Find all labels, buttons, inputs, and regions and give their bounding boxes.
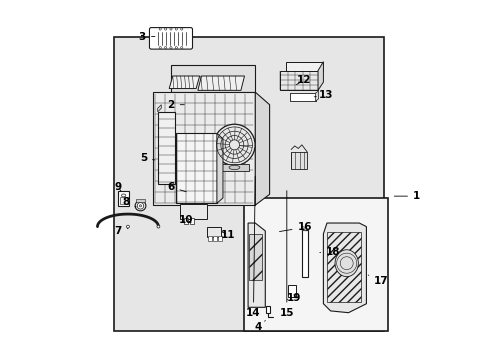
Bar [113, 37, 384, 330]
Ellipse shape [180, 28, 183, 30]
Bar [301, 230, 308, 277]
Text: 18: 18 [319, 247, 340, 257]
Bar [244, 198, 387, 330]
Text: 11: 11 [221, 230, 235, 239]
Text: 4: 4 [254, 320, 265, 332]
Text: 3: 3 [139, 32, 155, 41]
Ellipse shape [183, 31, 191, 46]
Text: 6: 6 [167, 182, 186, 192]
Ellipse shape [164, 46, 166, 49]
Ellipse shape [157, 225, 160, 228]
Bar [218, 235, 222, 241]
Polygon shape [317, 62, 323, 90]
Text: 15: 15 [279, 191, 293, 318]
Bar [206, 226, 221, 237]
Text: 10: 10 [179, 215, 193, 225]
Bar [183, 219, 187, 224]
Text: 14: 14 [245, 176, 260, 318]
Bar [326, 232, 360, 302]
Ellipse shape [228, 165, 239, 170]
Text: 19: 19 [286, 293, 301, 303]
Polygon shape [153, 92, 255, 205]
Bar [136, 199, 144, 202]
Text: 13: 13 [314, 90, 333, 100]
Polygon shape [323, 223, 366, 313]
Polygon shape [255, 92, 269, 205]
Bar [155, 31, 187, 46]
Text: 8: 8 [122, 197, 136, 207]
Text: 2: 2 [167, 100, 184, 110]
Ellipse shape [159, 46, 161, 49]
Polygon shape [285, 62, 323, 71]
Bar [248, 234, 262, 280]
Text: 7: 7 [114, 226, 128, 236]
Ellipse shape [139, 205, 142, 207]
Bar [213, 235, 217, 241]
Text: 12: 12 [296, 75, 310, 85]
Ellipse shape [175, 46, 177, 49]
Ellipse shape [175, 28, 177, 30]
Bar [118, 191, 129, 206]
Polygon shape [158, 105, 161, 112]
Text: 5: 5 [140, 153, 155, 163]
Polygon shape [171, 65, 255, 92]
FancyBboxPatch shape [149, 28, 192, 49]
Polygon shape [217, 134, 223, 203]
Text: 9: 9 [115, 182, 122, 192]
Bar [175, 134, 217, 203]
Ellipse shape [126, 225, 129, 228]
Polygon shape [265, 306, 270, 313]
Ellipse shape [159, 28, 161, 30]
Polygon shape [280, 71, 317, 90]
Bar [220, 164, 248, 171]
Polygon shape [290, 152, 306, 169]
Ellipse shape [151, 31, 159, 46]
Polygon shape [290, 93, 315, 101]
Text: 17: 17 [367, 275, 388, 286]
Ellipse shape [164, 28, 166, 30]
Ellipse shape [180, 46, 183, 49]
Polygon shape [247, 223, 265, 307]
Bar [180, 204, 206, 220]
Ellipse shape [213, 124, 255, 166]
Ellipse shape [169, 46, 172, 49]
Text: 1: 1 [393, 191, 419, 201]
Ellipse shape [135, 201, 145, 211]
Polygon shape [301, 226, 305, 231]
Text: 16: 16 [279, 222, 311, 232]
Bar [208, 235, 211, 241]
Bar [158, 112, 175, 184]
Ellipse shape [137, 203, 143, 209]
Bar [190, 219, 194, 224]
Ellipse shape [334, 250, 358, 276]
Ellipse shape [169, 28, 172, 30]
Bar [120, 197, 127, 204]
Bar [290, 93, 315, 101]
Polygon shape [169, 76, 199, 89]
Polygon shape [198, 76, 244, 90]
Polygon shape [315, 91, 318, 101]
Bar [287, 285, 296, 297]
